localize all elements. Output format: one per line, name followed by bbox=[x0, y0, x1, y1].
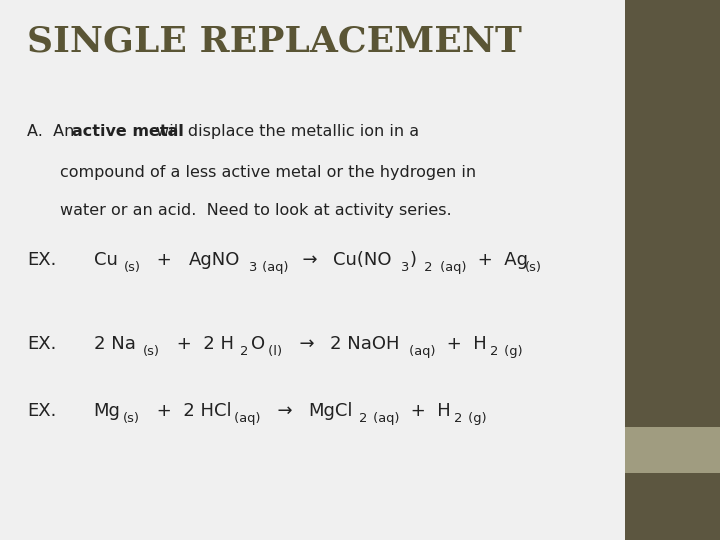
Text: +  H: + H bbox=[405, 402, 451, 420]
Text: compound of a less active metal or the hydrogen in: compound of a less active metal or the h… bbox=[60, 165, 476, 180]
Text: (aq): (aq) bbox=[258, 261, 288, 274]
Text: 2: 2 bbox=[359, 412, 366, 425]
Text: →: → bbox=[266, 402, 305, 420]
Text: 2: 2 bbox=[490, 345, 498, 357]
Bar bbox=[625, 427, 720, 472]
Text: SINGLE REPLACEMENT: SINGLE REPLACEMENT bbox=[27, 24, 522, 58]
Text: AgNO: AgNO bbox=[189, 251, 240, 269]
Text: (aq): (aq) bbox=[405, 345, 435, 357]
Text: 2 NaOH: 2 NaOH bbox=[330, 335, 400, 353]
Text: EX.: EX. bbox=[27, 335, 57, 353]
Text: A.  An: A. An bbox=[27, 124, 80, 139]
Text: (l): (l) bbox=[264, 345, 282, 357]
Text: +: + bbox=[151, 251, 184, 269]
Bar bbox=[625, 472, 720, 540]
Text: →: → bbox=[288, 335, 326, 353]
Text: +  H: + H bbox=[441, 335, 487, 353]
Text: 2 Na: 2 Na bbox=[94, 335, 135, 353]
Text: (s): (s) bbox=[124, 261, 141, 274]
Text: (aq): (aq) bbox=[230, 412, 261, 425]
Text: Cu(NO: Cu(NO bbox=[333, 251, 391, 269]
Text: (g): (g) bbox=[464, 412, 486, 425]
Text: (aq): (aq) bbox=[436, 261, 466, 274]
Bar bbox=[625, 0, 720, 427]
Text: water or an acid.  Need to look at activity series.: water or an acid. Need to look at activi… bbox=[60, 202, 451, 218]
Text: Cu: Cu bbox=[94, 251, 117, 269]
Text: (s): (s) bbox=[122, 412, 140, 425]
Text: (aq): (aq) bbox=[369, 412, 399, 425]
Text: will displace the metallic ion in a: will displace the metallic ion in a bbox=[151, 124, 419, 139]
Text: +  Ag: + Ag bbox=[472, 251, 528, 269]
Text: O: O bbox=[251, 335, 265, 353]
Text: 2: 2 bbox=[454, 412, 462, 425]
Text: +  2 H: + 2 H bbox=[171, 335, 235, 353]
Text: 2: 2 bbox=[420, 261, 432, 274]
Text: MgCl: MgCl bbox=[308, 402, 353, 420]
Text: active metal: active metal bbox=[72, 124, 184, 139]
Text: 2: 2 bbox=[240, 345, 248, 357]
Text: ): ) bbox=[410, 251, 417, 269]
Text: (s): (s) bbox=[525, 261, 542, 274]
Text: EX.: EX. bbox=[27, 251, 57, 269]
Text: (s): (s) bbox=[143, 345, 160, 357]
Text: 3: 3 bbox=[400, 261, 408, 274]
Text: →: → bbox=[291, 251, 329, 269]
Text: EX.: EX. bbox=[27, 402, 57, 420]
Text: Mg: Mg bbox=[94, 402, 120, 420]
Text: +  2 HCl: + 2 HCl bbox=[151, 402, 232, 420]
Text: 3: 3 bbox=[248, 261, 256, 274]
Text: (g): (g) bbox=[500, 345, 522, 357]
